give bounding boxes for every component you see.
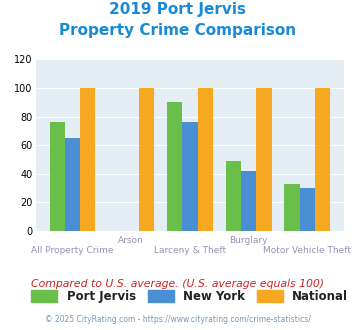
Text: Burglary: Burglary bbox=[229, 236, 268, 245]
Bar bbox=[284, 184, 300, 231]
Text: Compared to U.S. average. (U.S. average equals 100): Compared to U.S. average. (U.S. average … bbox=[31, 279, 324, 289]
Bar bbox=[50, 122, 65, 231]
Legend: Port Jervis, New York, National: Port Jervis, New York, National bbox=[27, 285, 353, 308]
Bar bbox=[256, 88, 272, 231]
Bar bbox=[167, 102, 182, 231]
Bar bbox=[80, 88, 95, 231]
Text: Motor Vehicle Theft: Motor Vehicle Theft bbox=[263, 246, 351, 255]
Text: Arson: Arson bbox=[118, 236, 144, 245]
Text: 2019 Port Jervis: 2019 Port Jervis bbox=[109, 2, 246, 16]
Bar bbox=[198, 88, 213, 231]
Bar bbox=[182, 122, 198, 231]
Bar bbox=[315, 88, 330, 231]
Bar bbox=[226, 161, 241, 231]
Text: Property Crime Comparison: Property Crime Comparison bbox=[59, 23, 296, 38]
Bar bbox=[300, 188, 315, 231]
Bar bbox=[241, 171, 256, 231]
Bar bbox=[139, 88, 154, 231]
Text: © 2025 CityRating.com - https://www.cityrating.com/crime-statistics/: © 2025 CityRating.com - https://www.city… bbox=[45, 315, 310, 324]
Text: Larceny & Theft: Larceny & Theft bbox=[154, 246, 226, 255]
Text: All Property Crime: All Property Crime bbox=[31, 246, 114, 255]
Bar bbox=[65, 138, 80, 231]
